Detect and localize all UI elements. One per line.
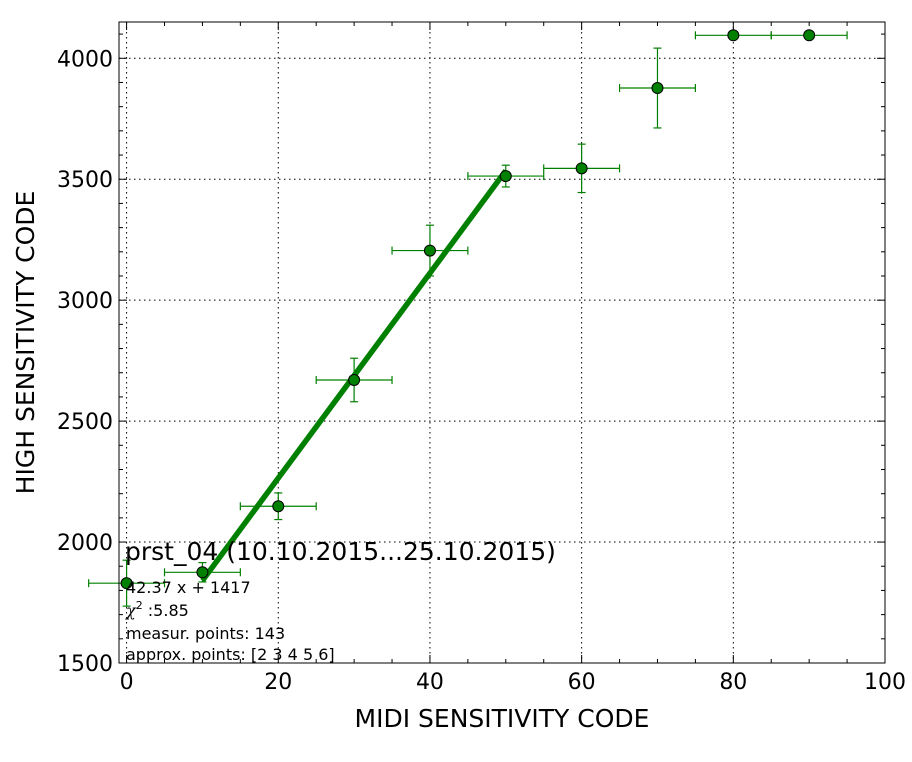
annotation: prst_04 (10.10.2015...25.10.2015) 42.37 … [125, 537, 556, 664]
y-tick-label: 3000 [57, 289, 113, 314]
data-point-group [163, 562, 241, 583]
chi-power: 2 [136, 599, 143, 612]
annotation-title: prst_04 (10.10.2015...25.10.2015) [125, 537, 556, 566]
x-axis-title: MIDI SENSITIVITY CODE [355, 704, 650, 733]
data-point [348, 373, 361, 386]
x-tick-label: 100 [864, 670, 906, 695]
data-point-group [770, 29, 848, 42]
data-point [651, 82, 664, 95]
data-point-group [88, 559, 166, 607]
data-point-group [694, 29, 772, 42]
x-tick-label: 40 [416, 670, 444, 695]
y-axis-title: HIGH SENSITIVITY CODE [11, 191, 40, 495]
data-point [803, 29, 816, 42]
data-point [423, 244, 436, 257]
data-point-group [391, 224, 469, 277]
data-point [272, 500, 285, 513]
data-point-group [543, 143, 621, 194]
data-point-group [239, 492, 317, 521]
data-point [575, 162, 588, 175]
annotation-equation: 42.37 x + 1417 [126, 578, 251, 597]
x-tick-label: 60 [568, 670, 596, 695]
ticks: 0 20 40 60 80 100 1500 2000 2500 3000 3500 4000 [57, 22, 906, 695]
data-point [499, 170, 512, 183]
data-point-group [467, 164, 545, 188]
y-tick-label: 2500 [57, 410, 113, 435]
data-point [196, 566, 209, 579]
chi-value: :5.85 [143, 601, 189, 620]
data-point [727, 29, 740, 42]
plot-frame [118, 21, 886, 664]
y-tick-label: 3500 [57, 168, 113, 193]
y-tick-label: 2000 [57, 531, 113, 556]
data-point-group [618, 47, 696, 129]
y-tick-label: 4000 [57, 47, 113, 72]
annotation-measur-points: measur. points: 143 [126, 624, 285, 643]
x-tick-label: 0 [120, 670, 134, 695]
data-point-group [315, 357, 393, 403]
annotation-approx-points: approx. points: [2 3 4 5 6] [126, 645, 335, 664]
x-tick-label: 20 [264, 670, 292, 695]
points-layer [88, 29, 848, 607]
annotation-chi-squared: χ2 :5.85 [125, 599, 189, 620]
grid [119, 22, 885, 663]
data-point [120, 577, 133, 590]
y-tick-label: 1500 [57, 652, 113, 677]
x-tick-label: 80 [719, 670, 747, 695]
chi-symbol: χ [125, 601, 137, 620]
